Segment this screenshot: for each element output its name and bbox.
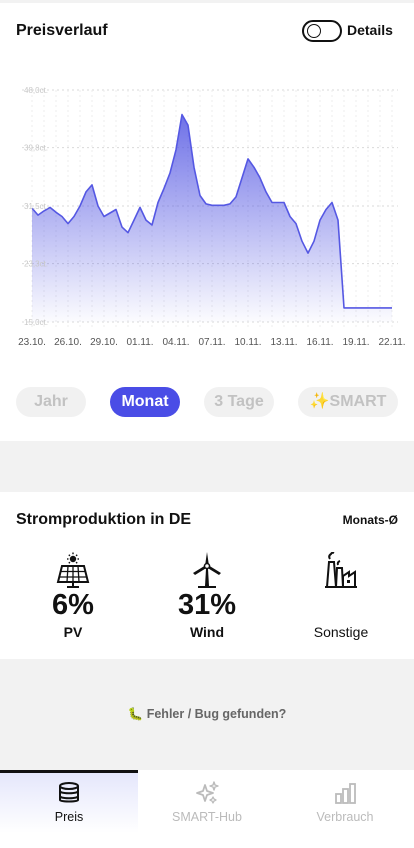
x-tick-label: 16.11. [306, 337, 333, 348]
x-tick-label: 10.11. [234, 337, 261, 348]
x-tick-label: 04.11. [162, 337, 189, 348]
tab-smart[interactable]: ✨SMART [298, 387, 398, 417]
wind-label: Wind [189, 624, 225, 640]
y-tick-label: 15,0ct. [24, 318, 48, 327]
nav-price-label: Preis [54, 810, 84, 824]
y-tick-label: 31,5ct. [24, 202, 48, 211]
stat-wind: 31% Wind [147, 550, 267, 640]
nav-price[interactable]: Preis [0, 770, 138, 848]
y-tick-label: 48,0ct. [24, 86, 48, 95]
x-tick-label: 19.11. [342, 337, 369, 348]
power-production-card: Stromproduktion in DE Monats-Ø 6% P [0, 492, 414, 659]
factory-icon [281, 550, 401, 588]
pv-percentage: 6% [52, 589, 94, 621]
pv-label: PV [63, 624, 83, 640]
x-tick-label: 26.10. [54, 337, 82, 348]
details-toggle[interactable] [302, 20, 342, 42]
price-history-title: Preisverlauf [16, 22, 108, 39]
nav-smart-hub-label: SMART-Hub [172, 810, 242, 824]
details-toggle-label[interactable]: Details [347, 22, 393, 38]
bar-chart-icon [276, 780, 414, 806]
x-tick-label: 13.11. [270, 337, 297, 348]
nav-consumption-label: Verbrauch [316, 810, 374, 824]
tab-month[interactable]: Monat [110, 387, 180, 417]
x-tick-label: 07.11. [198, 337, 225, 348]
x-tick-label: 01.11. [126, 337, 153, 348]
tab-year[interactable]: Jahr [16, 387, 86, 417]
wind-turbine-icon [147, 550, 267, 588]
x-tick-label: 22.11. [378, 337, 405, 348]
stat-pv: 6% PV [13, 550, 133, 640]
x-tick-label: 23.10. [18, 337, 46, 348]
solar-panel-icon [13, 550, 133, 588]
price-line [31, 113, 392, 309]
price-history-card: Preisverlauf Details 48,0ct. 39,8ct. 31,5c… [0, 3, 414, 441]
nav-smart-hub[interactable]: SMART-Hub [138, 770, 276, 848]
y-tick-label: 39,8ct. [24, 144, 48, 153]
toggle-knob [307, 24, 321, 38]
database-icon [0, 780, 138, 806]
stat-other: Sonstige [281, 550, 401, 640]
bottom-navigation: Preis SMART-Hub Verbrauch [0, 770, 414, 848]
wind-percentage: 31% [177, 589, 237, 621]
price-chart[interactable]: 48,0ct. 39,8ct. 31,5ct. 23,3ct. 15,0ct. 23.1… [0, 63, 414, 355]
price-area [32, 114, 392, 322]
nav-consumption[interactable]: Verbrauch [276, 770, 414, 848]
other-label: Sonstige [313, 624, 369, 640]
power-production-title: Stromproduktion in DE [16, 511, 192, 528]
y-tick-label: 23,3ct. [24, 260, 48, 269]
monthly-average-label: Monats-Ø [342, 513, 398, 527]
tab-3-days[interactable]: 3 Tage [204, 387, 274, 417]
sparkles-icon [138, 780, 276, 806]
other-percentage [281, 588, 401, 622]
bug-report-link[interactable]: 🐛 Fehler / Bug gefunden? [127, 707, 287, 721]
x-tick-label: 29.10. [90, 337, 118, 348]
